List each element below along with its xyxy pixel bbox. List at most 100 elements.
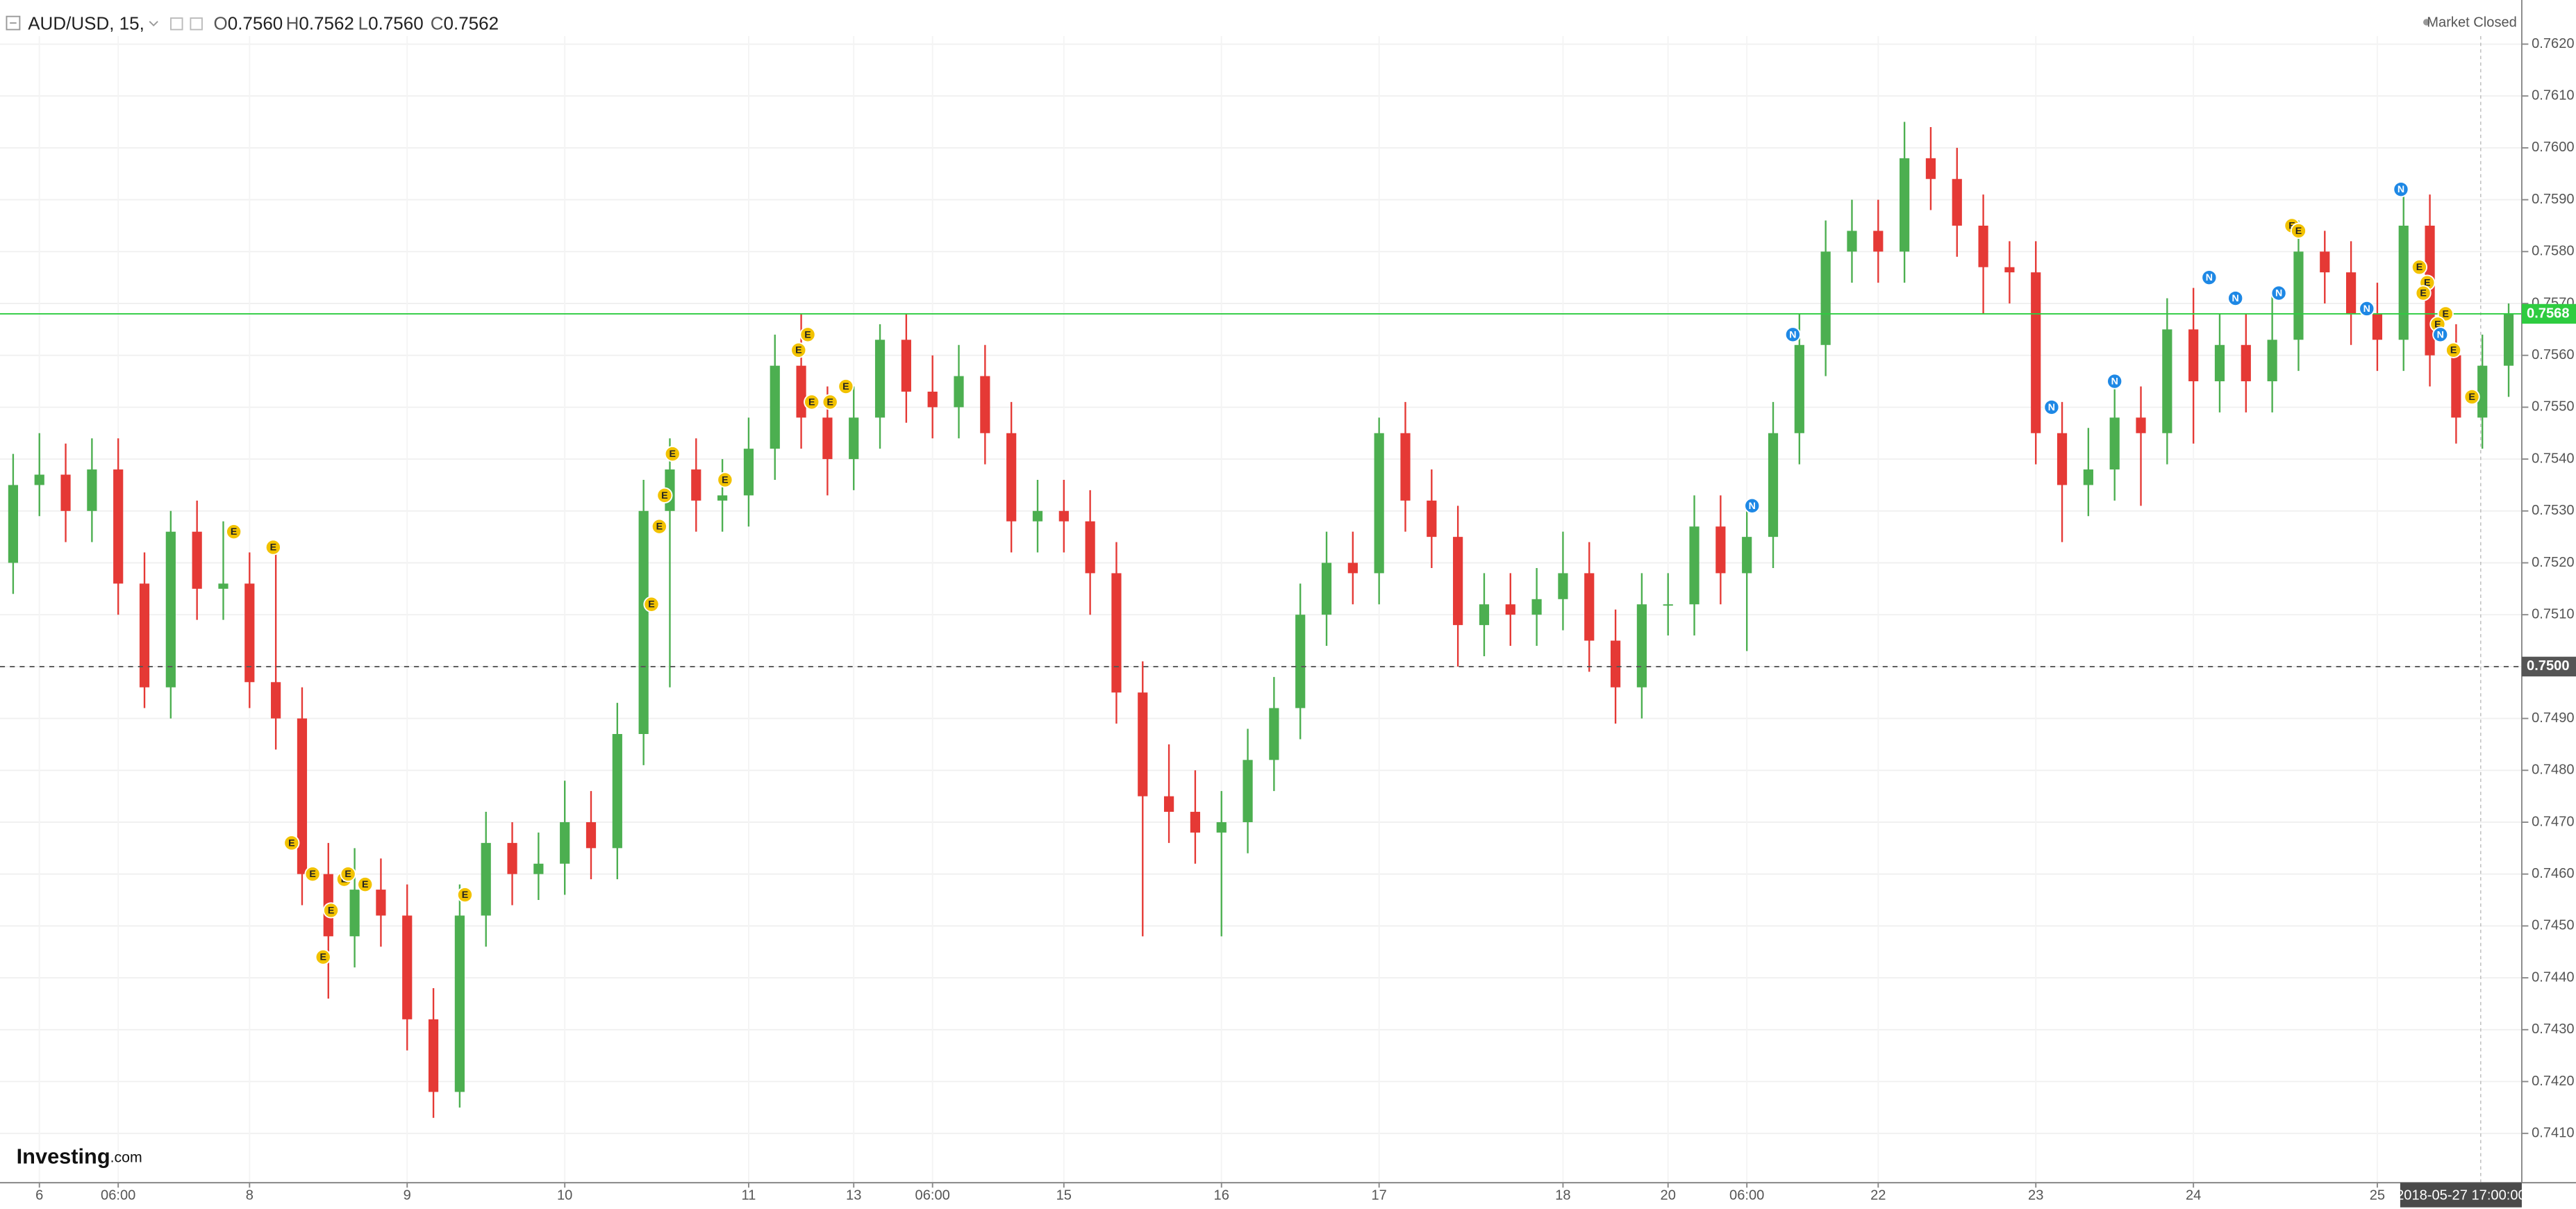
ohlc-value: 0.7562 (299, 12, 354, 33)
candle-body (2503, 313, 2514, 366)
event-marker (304, 866, 321, 883)
event-label: E (2468, 392, 2475, 403)
candle-body (1978, 225, 1988, 267)
event-marker (2393, 181, 2409, 198)
event-label: E (656, 522, 663, 533)
x-tick-label: 18 (1555, 1187, 1570, 1203)
x-tick-label: 16 (1214, 1187, 1229, 1203)
candle-body (1032, 510, 1043, 522)
y-tick-label: 0.7520 (2532, 555, 2574, 570)
candle-body (507, 842, 517, 874)
hide-icon[interactable] (190, 17, 203, 31)
candle-body (1584, 573, 1595, 641)
settings-icon[interactable] (170, 17, 183, 31)
ohlc-key: H (286, 12, 299, 33)
candle-body (2162, 329, 2172, 433)
event-marker (838, 378, 854, 395)
event-marker (1744, 497, 1761, 514)
ohlc-value: 0.7560 (228, 12, 283, 33)
x-tick-label: 25 (2370, 1187, 2385, 1203)
candle-body (454, 915, 465, 1092)
candle-body (2241, 344, 2251, 382)
candle-body (1295, 615, 1306, 708)
candle-body (1269, 708, 1279, 760)
candle-body (1663, 604, 1673, 606)
event-label: E (795, 345, 801, 356)
candle-body (1873, 231, 1884, 252)
symbol[interactable]: AUD/USD, 15, (28, 12, 144, 33)
x-tick-label: 20 (1661, 1187, 1676, 1203)
event-label: N (2048, 402, 2055, 413)
event-marker (2445, 342, 2462, 358)
event-label: E (2420, 288, 2426, 299)
y-tick-label: 0.7480 (2532, 762, 2574, 778)
event-marker (322, 902, 340, 919)
y-tick-label: 0.7420 (2532, 1074, 2574, 1089)
candle-body (297, 718, 308, 874)
y-tick-label: 0.7580 (2532, 244, 2574, 259)
candle-body (2056, 433, 2068, 485)
candle-body (1742, 537, 1752, 574)
candle-body (2398, 225, 2409, 340)
candle-body (822, 417, 833, 460)
candle-body (349, 890, 360, 937)
candle-body (87, 469, 97, 511)
candle-body (1190, 812, 1201, 833)
logo: Investing.com (17, 1144, 142, 1169)
event-label: E (648, 599, 654, 610)
x-tick-label: 15 (1056, 1187, 1072, 1203)
candle-body (1925, 158, 1936, 179)
candle-body (1138, 692, 1148, 797)
candle-body (1689, 526, 1700, 605)
y-tick-label: 0.7540 (2532, 451, 2574, 466)
candle-body (2477, 365, 2488, 418)
ohlc-value: 0.7560 (368, 12, 424, 33)
candle-body (1820, 251, 1831, 345)
candle-body (1058, 510, 1069, 522)
price-label-box (2521, 656, 2576, 677)
price-label: 0.7500 (2527, 658, 2569, 674)
candle-body (717, 495, 728, 501)
event-label: E (319, 952, 326, 963)
cursor-time: 2018-05-27 17:00:00 (2396, 1187, 2526, 1203)
event-label: E (270, 542, 276, 553)
event-label: N (2206, 272, 2213, 283)
candle-body (1505, 604, 1515, 615)
candle-body (2188, 329, 2199, 382)
candle-body (60, 474, 71, 511)
event-marker (2432, 326, 2449, 343)
candle-body (980, 376, 990, 433)
candle-body (1768, 433, 1779, 537)
candle-body (691, 469, 701, 501)
candle-body (376, 890, 386, 916)
candle-body (8, 485, 19, 563)
candle-body (1847, 231, 1857, 252)
ohlc-value: 0.7562 (444, 12, 499, 33)
ohlc-item: C0.7562 (431, 12, 499, 33)
symbol-dropdown[interactable] (149, 21, 158, 27)
candle-body (1374, 433, 1384, 574)
candle-body (2451, 355, 2461, 418)
x-tick-label: 11 (742, 1187, 756, 1203)
event-marker (2359, 300, 2375, 317)
x-tick-label: 06:00 (1729, 1187, 1764, 1203)
event-label: E (661, 490, 667, 501)
candle-body (1479, 604, 1490, 626)
candle-body (1111, 573, 1122, 693)
event-label: E (804, 329, 811, 340)
event-marker (2270, 285, 2287, 301)
candle-body (1085, 521, 1095, 574)
candle-body (165, 531, 176, 687)
market-status: Market Closed (2427, 15, 2517, 30)
candle-body (1636, 604, 1647, 687)
event-label: E (288, 837, 294, 849)
event-label: E (2424, 278, 2430, 289)
collapse-icon[interactable] (6, 15, 21, 31)
y-tick-label: 0.7610 (2532, 88, 2574, 103)
y-tick-label: 0.7510 (2532, 607, 2574, 622)
event-marker (357, 876, 374, 893)
event-label: E (231, 526, 237, 537)
candle-body (1715, 526, 1726, 574)
event-marker (2463, 388, 2480, 406)
x-tick-label: 23 (2028, 1187, 2043, 1203)
